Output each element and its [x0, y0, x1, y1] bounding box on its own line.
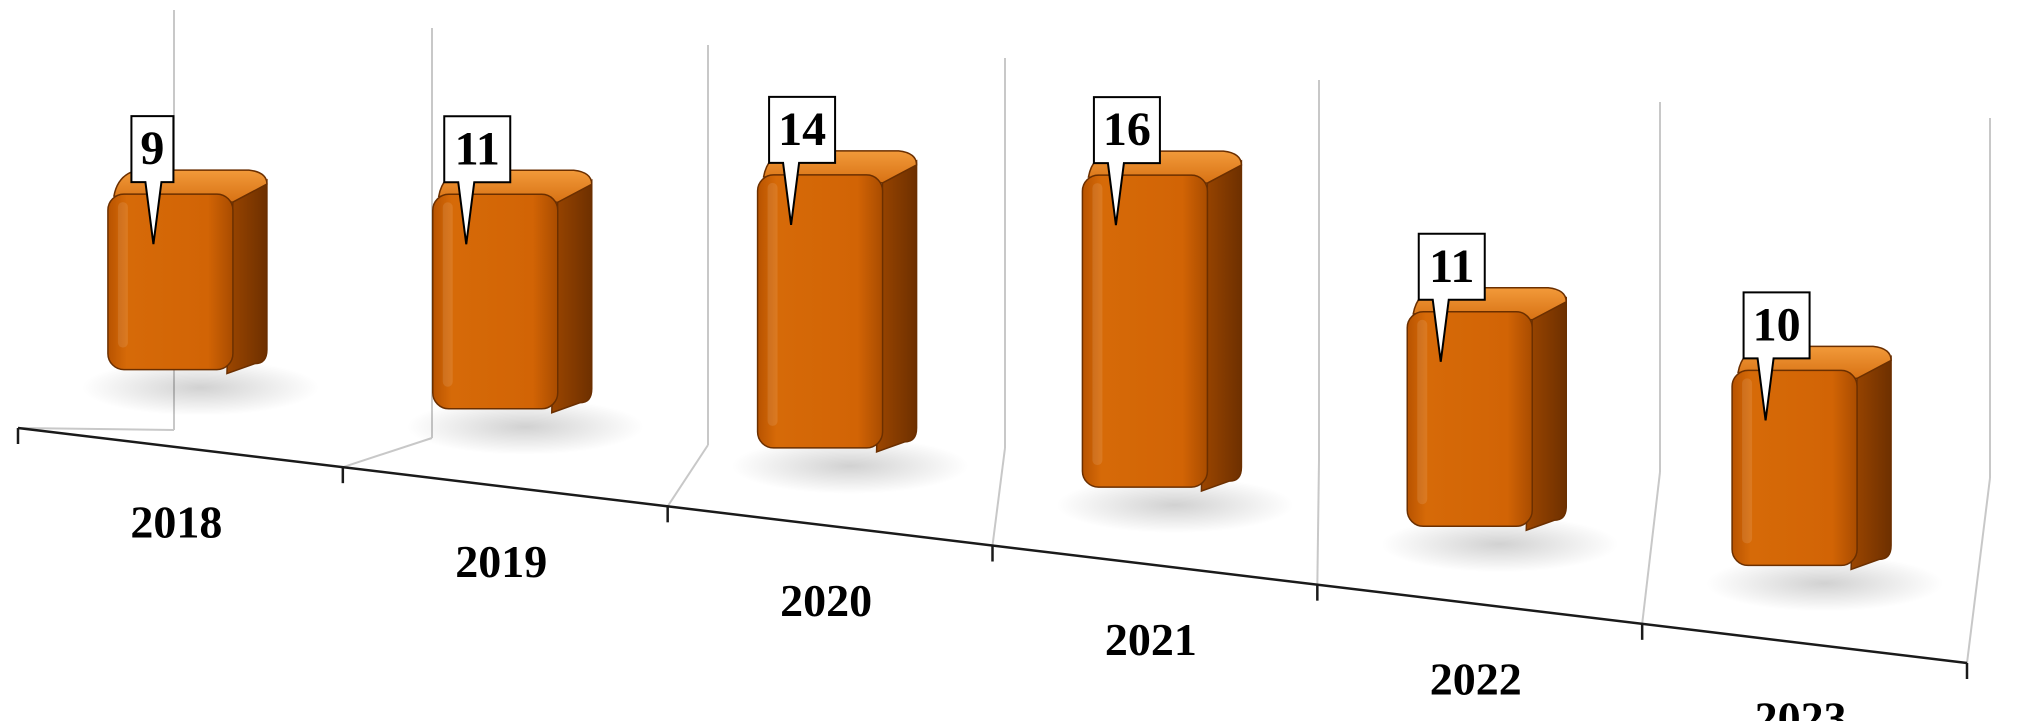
data-label-value: 16 [1103, 103, 1151, 156]
floor-grid-line [1316, 459, 1320, 585]
bar-2021 [1056, 150, 1294, 534]
data-label-callout [1417, 232, 1486, 362]
bar-side-face [550, 178, 593, 414]
floor-grid-line [17, 427, 175, 431]
bar-2023 [1705, 345, 1944, 612]
bar-highlight [1742, 378, 1753, 544]
floor-grid-line [342, 437, 433, 469]
bar-2020 [731, 150, 969, 494]
bar-front-face [432, 193, 559, 410]
bar-highlight [1092, 183, 1103, 466]
bar-front-face [107, 193, 234, 371]
bar-front-face [1081, 174, 1209, 488]
bar-side-face [1850, 355, 1892, 571]
data-label-callout [1742, 291, 1811, 421]
bar-2019 [406, 169, 644, 455]
floor-grid-line [1966, 477, 1991, 664]
x-tick-label-2018: 2018 [130, 497, 222, 548]
data-label-callout [130, 115, 175, 245]
bar-front-face [1406, 311, 1533, 527]
data-label-value: 10 [1753, 298, 1801, 351]
bar-side-face [875, 159, 918, 453]
floor-grid-line [1641, 471, 1661, 624]
x-tick-label-2021: 2021 [1105, 614, 1197, 665]
bar-shadow [406, 398, 644, 455]
data-label-2019: 11 [443, 115, 512, 245]
data-label-value: 14 [778, 103, 826, 156]
bar-2022 [1381, 287, 1619, 573]
x-tick-label-2020: 2020 [780, 575, 872, 626]
bar-shadow [1056, 477, 1294, 534]
x-tick-label-2022: 2022 [1430, 653, 1522, 704]
data-label-2023: 10 [1742, 291, 1811, 421]
bar-highlight [767, 182, 778, 426]
data-label-callout [443, 115, 512, 245]
data-label-2021: 16 [1092, 96, 1161, 226]
x-tick-label-2019: 2019 [455, 536, 547, 587]
data-label-2018: 9 [130, 115, 175, 245]
bar-side-face [1200, 159, 1243, 493]
data-label-2022: 11 [1417, 232, 1486, 362]
bar-side-face [226, 178, 268, 375]
bar-2018 [81, 169, 320, 416]
data-label-value: 9 [140, 122, 164, 175]
bar-highlight [117, 202, 128, 348]
bar-front-face [1731, 369, 1858, 567]
bar-highlight [1417, 319, 1428, 505]
floor-grid-line [991, 447, 1006, 546]
bar-highlight [442, 202, 453, 387]
bar-side-face [1525, 296, 1567, 532]
x-tick-label-2023: 2023 [1755, 692, 1847, 721]
data-label-callout [768, 95, 837, 226]
bar-shadow [1705, 555, 1944, 612]
floor-grid-line [666, 444, 709, 507]
bar-shadow [1381, 516, 1619, 573]
bar-front-face [756, 174, 884, 449]
data-label-value: 11 [1429, 240, 1474, 293]
bar-shadow [731, 437, 969, 494]
data-label-2020: 14 [768, 95, 837, 226]
bar-shadow [81, 359, 320, 416]
data-label-callout [1092, 96, 1161, 226]
data-label-value: 11 [455, 122, 500, 175]
